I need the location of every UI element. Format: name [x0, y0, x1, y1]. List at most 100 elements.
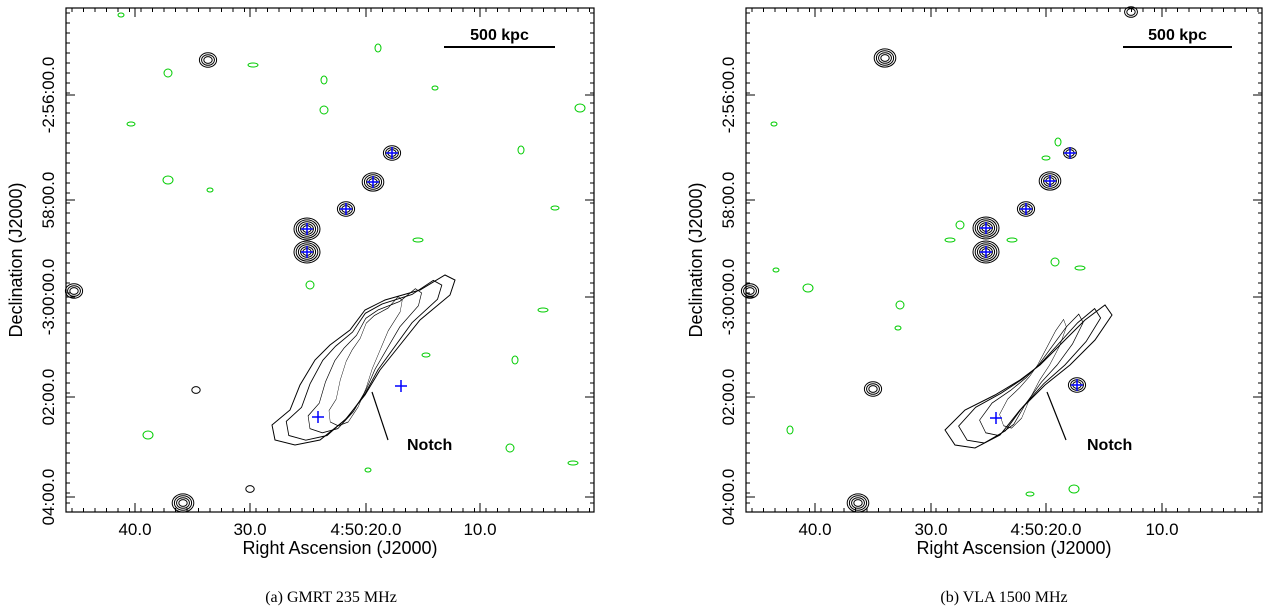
- negative-contour: [206, 187, 214, 193]
- plot-frame: [65, 7, 595, 513]
- negative-contour: [421, 352, 431, 358]
- negative-contour: [117, 12, 125, 18]
- negative-contour: [770, 121, 778, 127]
- contour: [198, 52, 218, 68]
- caption: (a) GMRT 235 MHz: [265, 589, 397, 606]
- contour: [866, 383, 880, 395]
- contour: [1040, 173, 1060, 189]
- contour: [245, 485, 255, 493]
- scale-bar-label: 500 kpc: [470, 27, 529, 44]
- contour: [743, 285, 757, 297]
- x-tick-label: 10.0: [463, 520, 496, 539]
- contour: [293, 217, 321, 241]
- x-tick-label: 40.0: [118, 520, 151, 539]
- y-tick-label: 04:00.0: [719, 469, 738, 526]
- contour: [880, 54, 890, 62]
- contour: [974, 218, 998, 238]
- contour: [297, 244, 317, 260]
- contour: [1126, 8, 1136, 16]
- negative-contour: [1054, 137, 1062, 147]
- contour: [976, 220, 996, 236]
- contour: [1124, 6, 1138, 18]
- panel: 40.0 30.0 4:50:20.0 10.0 04:00.0 02:00.0 -3:00…: [6, 7, 595, 606]
- negative-contour: [537, 307, 549, 313]
- scale-bar-label: 500 kpc: [1148, 27, 1207, 44]
- negative-contour: [1068, 484, 1080, 494]
- contour: [297, 221, 317, 237]
- y-axis-label: Declination (J2000): [6, 182, 26, 337]
- relic-contour: [999, 318, 1067, 429]
- contour: [171, 493, 195, 513]
- negative-contour: [944, 237, 956, 243]
- contour: [863, 381, 883, 397]
- contour: [851, 497, 865, 509]
- contour: [848, 495, 868, 511]
- y-tick-label: 02:00.0: [39, 369, 58, 426]
- negative-contour: [412, 237, 424, 243]
- negative-contour: [550, 205, 560, 211]
- contour: [878, 52, 892, 64]
- contour: [972, 216, 1000, 240]
- negative-contour: [517, 145, 525, 155]
- relic-contour: [979, 313, 1084, 436]
- contour: [976, 244, 996, 260]
- negative-contour: [162, 175, 174, 185]
- plot-frame: [745, 7, 1263, 513]
- negative-contour: [894, 325, 902, 331]
- contour: [178, 499, 188, 507]
- contour: [873, 48, 897, 68]
- negative-contour: [431, 85, 439, 91]
- contour: [740, 283, 760, 299]
- contour: [67, 285, 81, 297]
- negative-contour: [1041, 155, 1051, 161]
- negative-contour: [126, 121, 136, 127]
- x-tick-label: 40.0: [798, 520, 831, 539]
- contour: [173, 495, 193, 511]
- contour: [361, 172, 385, 192]
- contour: [868, 385, 878, 393]
- contour: [201, 54, 215, 66]
- negative-contour: [802, 283, 814, 293]
- x-tick-label: 30.0: [914, 520, 947, 539]
- negative-contour: [374, 43, 382, 53]
- contour: [295, 242, 319, 262]
- contour: [363, 174, 383, 190]
- negative-contour: [364, 467, 372, 473]
- y-tick-label: 58:00.0: [39, 172, 58, 229]
- contour: [191, 386, 201, 394]
- negative-contour: [895, 300, 905, 310]
- negative-contour: [247, 62, 259, 68]
- y-tick-label: -2:56:00.0: [39, 57, 58, 134]
- contour: [1016, 201, 1036, 217]
- negative-contour: [142, 430, 154, 440]
- contour: [1038, 171, 1062, 191]
- negative-contour: [505, 443, 515, 453]
- contour: [846, 493, 870, 513]
- annotation-line: [371, 391, 389, 441]
- negative-contour: [567, 460, 579, 466]
- contour: [295, 219, 319, 239]
- negative-contour: [319, 105, 329, 115]
- x-axis-label: Right Ascension (J2000): [242, 538, 437, 558]
- negative-contour: [772, 267, 780, 273]
- y-tick-label: -3:00:00.0: [39, 259, 58, 336]
- contour: [176, 497, 190, 509]
- x-tick-label: 4:50:20.0: [1011, 520, 1082, 539]
- contour: [974, 242, 998, 262]
- negative-contour: [305, 280, 315, 290]
- negative-contour: [511, 355, 519, 365]
- contour: [972, 240, 1000, 264]
- relic-contour: [271, 274, 456, 446]
- contour: [293, 240, 321, 264]
- negative-contour: [1006, 237, 1018, 243]
- contour: [336, 201, 356, 217]
- y-axis-label: Declination (J2000): [686, 182, 706, 337]
- x-tick-label: 4:50:20.0: [331, 520, 402, 539]
- y-tick-label: 04:00.0: [39, 469, 58, 526]
- negative-contour: [163, 68, 173, 78]
- y-tick-label: -2:56:00.0: [719, 57, 738, 134]
- x-tick-label: 10.0: [1145, 520, 1178, 539]
- contour: [203, 56, 213, 64]
- relic-contour: [328, 296, 403, 427]
